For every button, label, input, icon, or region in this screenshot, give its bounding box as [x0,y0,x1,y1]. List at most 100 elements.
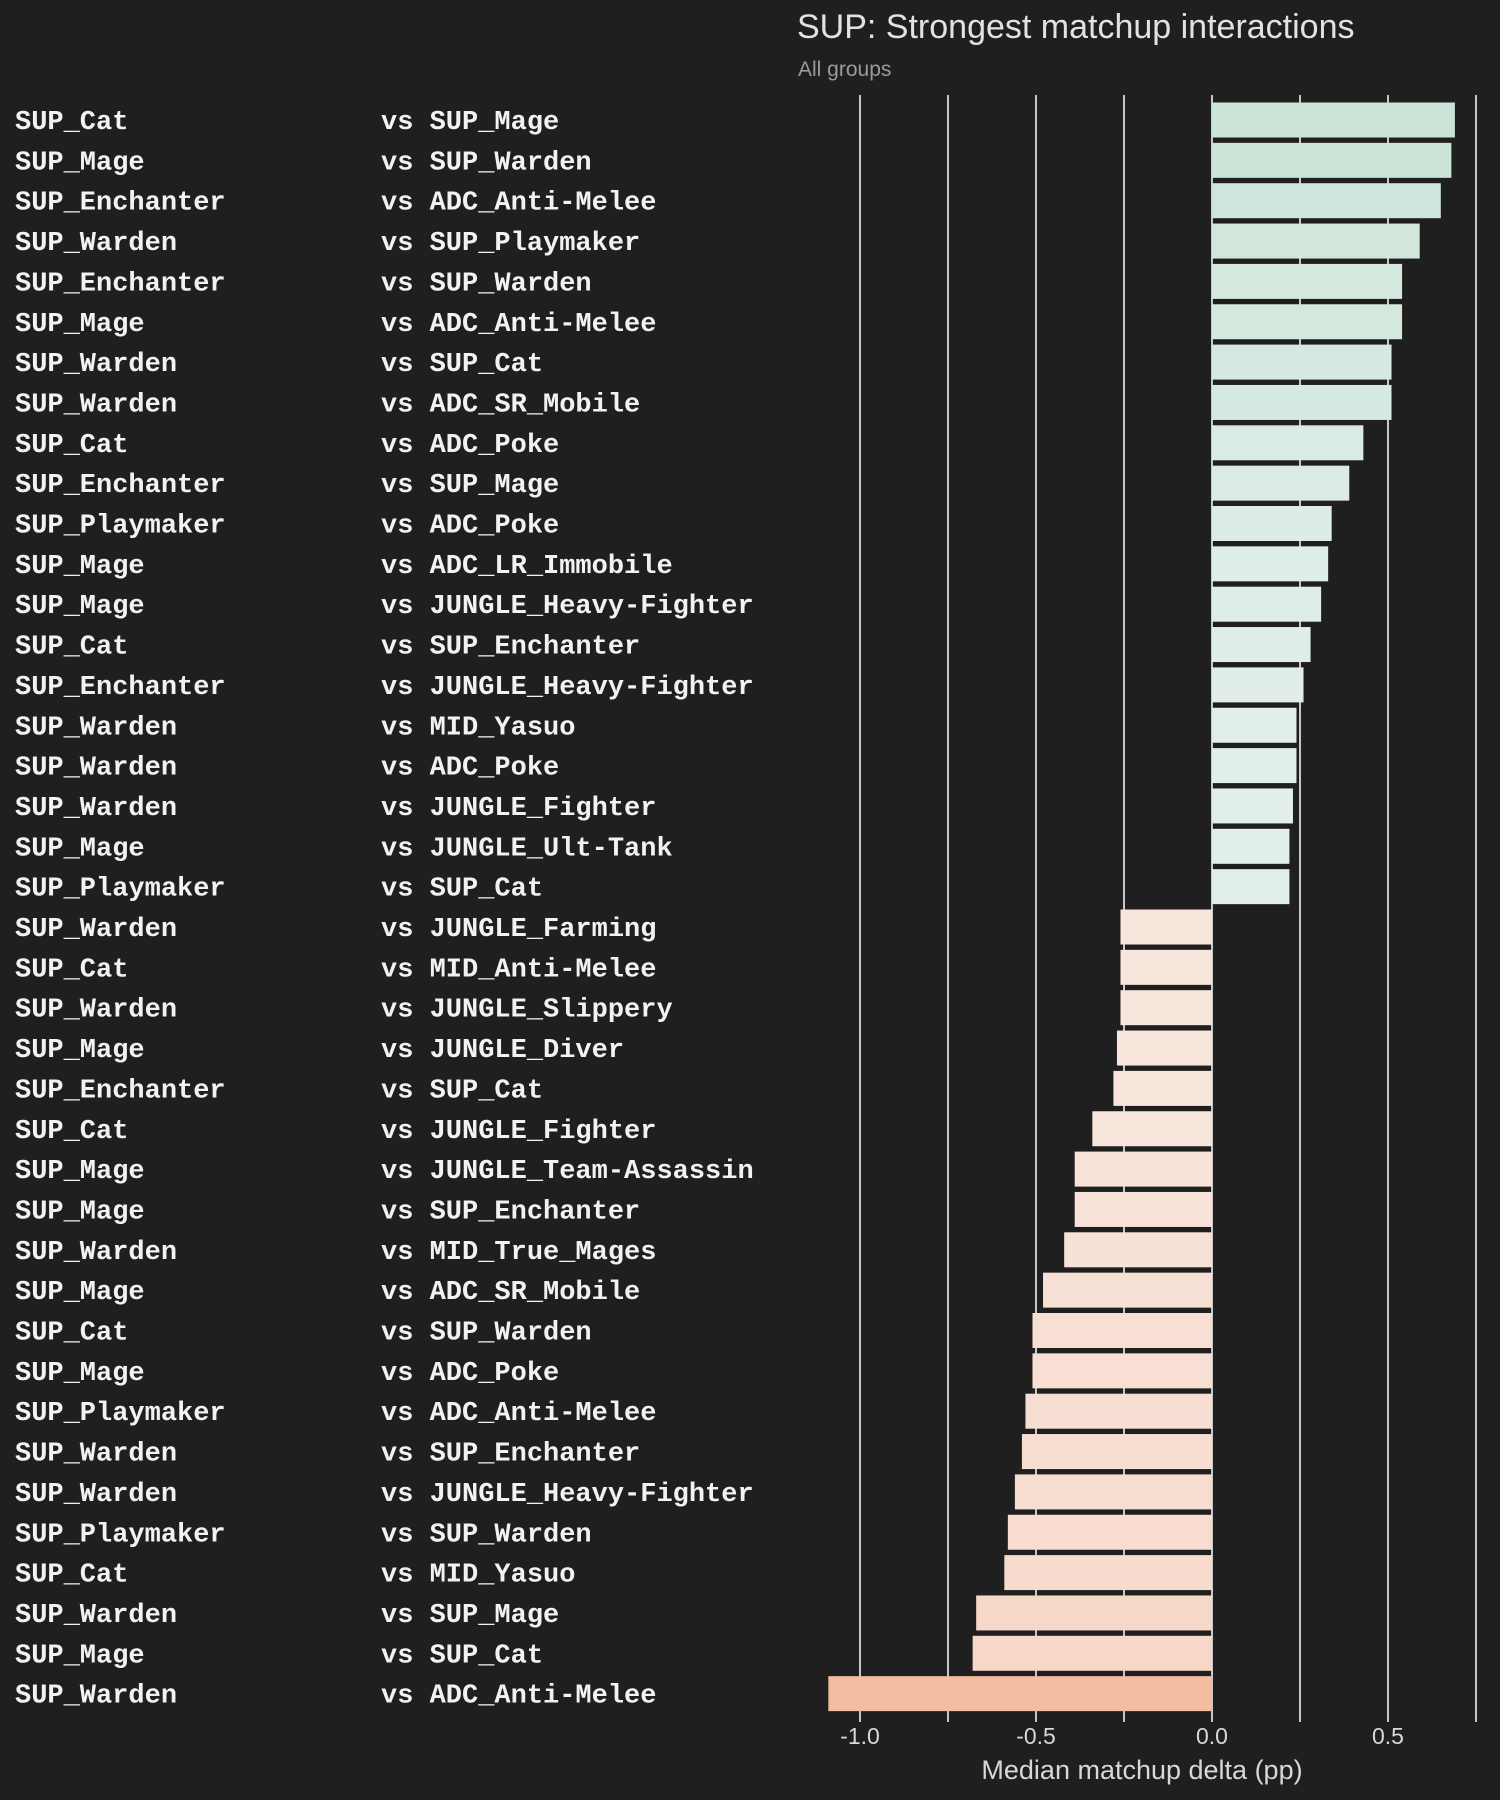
row-label-left: SUP_Mage [15,1641,145,1671]
bar [1021,1434,1212,1470]
bar [1212,667,1304,703]
bar [1212,627,1311,663]
row-label-left: SUP_Enchanter [15,269,226,299]
bar [1212,506,1332,541]
row-label-right: vs ADC_SR_Mobile [381,1278,640,1308]
row-label-right: vs JUNGLE_Farming [381,915,656,945]
bar [1120,949,1212,985]
bar [1007,1514,1212,1550]
row-label-right: vs SUP_Warden [381,269,592,299]
row-label-right: vs JUNGLE_Diver [381,1036,624,1066]
bar [1212,546,1329,582]
bar [1212,425,1364,461]
bar [1004,1555,1212,1591]
row-label-left: SUP_Mage [15,1036,145,1066]
row-label-right: vs JUNGLE_Team-Assassin [381,1157,754,1187]
bar [1043,1272,1212,1308]
bar [1120,909,1212,945]
row-label-left: SUP_Mage [15,310,145,340]
row-label-right: vs ADC_Anti-Melee [381,1399,656,1429]
row-label-left: SUP_Warden [15,1682,177,1712]
row-label-left: SUP_Warden [15,350,177,380]
bar [1212,263,1403,299]
row-label-right: vs ADC_Poke [381,754,559,784]
row-label-left: SUP_Warden [15,713,177,743]
row-label-right: vs ADC_Poke [381,1359,559,1389]
bar [1032,1313,1212,1348]
bar [1014,1474,1212,1510]
x-tick-layer: -1.0 -0.5 0.0 0.5 [840,1723,1404,1749]
row-label-left: SUP_Enchanter [15,1076,226,1106]
row-label-right: vs MID_Anti-Melee [381,955,656,985]
row-label-left: SUP_Mage [15,1359,145,1389]
row-label-right: vs JUNGLE_Slippery [381,996,673,1026]
row-label-right: vs SUP_Playmaker [381,229,640,259]
bar [1212,465,1350,501]
bar-layer [828,102,1455,1712]
row-label-right: vs JUNGLE_Heavy-Fighter [381,673,754,703]
row-label-left: SUP_Warden [15,794,177,824]
row-label-right: vs SUP_Mage [381,108,559,138]
bar [1064,1232,1212,1268]
row-label-left: SUP_Cat [15,108,128,138]
x-tick-label: 0.5 [1372,1723,1404,1749]
bar [1212,707,1297,743]
row-label-left: SUP_Mage [15,1157,145,1187]
bar [1212,788,1293,824]
row-label-left: SUP_Warden [15,754,177,784]
row-label-left: SUP_Cat [15,1117,128,1147]
row-label-left: SUP_Warden [15,1440,177,1470]
row-label-right: vs JUNGLE_Fighter [381,794,656,824]
row-label-left: SUP_Cat [15,1319,128,1349]
x-tick-label: -1.0 [840,1723,880,1749]
row-label-right: vs SUP_Cat [381,1641,543,1671]
bar [1074,1151,1212,1187]
row-label-left: SUP_Playmaker [15,1520,226,1550]
row-label-right: vs SUP_Warden [381,148,592,178]
row-label-left: SUP_Enchanter [15,471,226,501]
row-label-left: SUP_Playmaker [15,512,226,542]
row-label-left: SUP_Mage [15,1278,145,1308]
row-label-left: SUP_Warden [15,996,177,1026]
row-label-right: vs SUP_Enchanter [381,633,640,663]
bar [1092,1111,1212,1147]
row-label-left: SUP_Mage [15,834,145,864]
row-label-right: vs SUP_Warden [381,1319,592,1349]
row-label-left: SUP_Playmaker [15,875,226,905]
row-label-right: vs JUNGLE_Heavy-Fighter [381,1480,754,1510]
row-label-left: SUP_Warden [15,1238,177,1268]
row-label-right: vs ADC_Anti-Melee [381,1682,656,1712]
row-label-right: vs SUP_Cat [381,350,543,380]
bar [1116,1030,1212,1066]
row-label-right: vs SUP_Cat [381,875,543,905]
row-label-left: SUP_Warden [15,1480,177,1510]
bar [972,1635,1212,1671]
row-label-left: SUP_Enchanter [15,673,226,703]
row-label-left: SUP_Cat [15,431,128,461]
row-label-left: SUP_Playmaker [15,1399,226,1429]
row-label-right: vs ADC_Poke [381,512,559,542]
row-label-right: vs ADC_Anti-Melee [381,310,656,340]
chart-title: SUP: Strongest matchup interactions [797,8,1355,46]
row-label-right: vs JUNGLE_Ult-Tank [381,834,673,864]
row-label-left: SUP_Mage [15,592,145,622]
row-label-right: vs ADC_Anti-Melee [381,189,656,219]
bar [1025,1393,1212,1429]
bar [1074,1191,1212,1227]
row-label-left: SUP_Cat [15,1561,128,1591]
bar [1212,869,1290,905]
row-label-right: vs MID_True_Mages [381,1238,656,1268]
row-label-left: SUP_Enchanter [15,189,226,219]
row-label-left: SUP_Warden [15,390,177,420]
bar [1212,586,1322,622]
bar [1212,183,1441,219]
row-label-right: vs MID_Yasuo [381,713,575,743]
row-label-right: vs ADC_LR_Immobile [381,552,673,582]
row-label-left: SUP_Warden [15,1601,177,1631]
row-label-right: vs ADC_SR_Mobile [381,390,640,420]
row-label-left: SUP_Warden [15,915,177,945]
bar [1212,828,1290,864]
bar [1212,223,1420,259]
bar [1212,304,1403,340]
